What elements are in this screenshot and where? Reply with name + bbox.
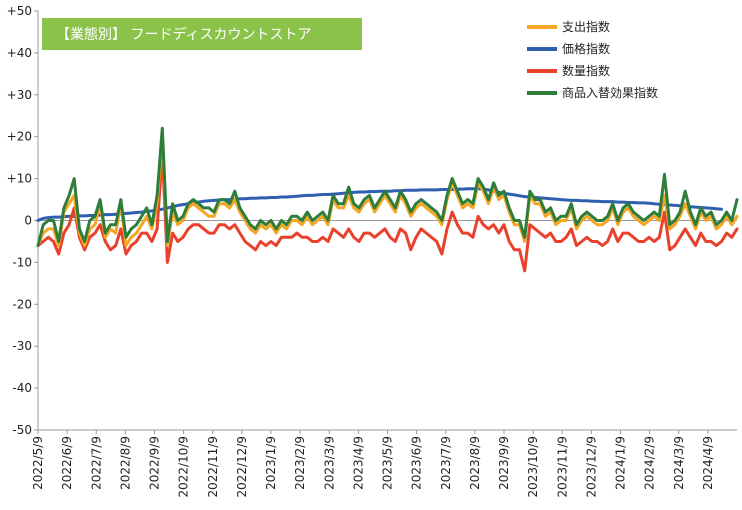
x-tick-label: 2023/11/9 xyxy=(555,436,569,498)
y-tick-label: +10 xyxy=(7,172,32,186)
y-tick-label: -50 xyxy=(12,423,32,437)
legend-label: 価格指数 xyxy=(562,41,610,56)
y-tick-label: -10 xyxy=(12,255,32,269)
x-tick-label: 2023/9/9 xyxy=(497,436,511,490)
chart-title-box: 【業態別】 フードディスカウントストア xyxy=(42,18,362,50)
x-tick-label: 2023/1/9 xyxy=(264,436,278,490)
y-tick-label: 0 xyxy=(24,214,32,228)
y-axis: +50 +40 +30 +20 +10 0 -10 -20 -30 -40 -50 xyxy=(7,4,38,437)
x-tick-label: 2022/5/9 xyxy=(31,436,45,490)
series-line-3 xyxy=(36,126,739,248)
x-tick-label: 2022/7/9 xyxy=(89,436,103,490)
x-axis: 2022/5/9 2022/6/9 2022/7/9 2022/8/9 2022/9/9… xyxy=(31,430,715,498)
series-lines xyxy=(36,126,739,273)
x-tick-label: 2023/10/9 xyxy=(526,436,540,498)
x-tick-label: 2022/12/9 xyxy=(235,436,249,498)
x-tick-label: 2023/4/9 xyxy=(351,436,365,490)
x-tick-label: 2022/11/9 xyxy=(206,436,220,498)
x-tick-label: 2022/9/9 xyxy=(148,436,162,490)
legend-label: 商品入替効果指数 xyxy=(562,85,658,100)
x-tick-label: 2023/3/9 xyxy=(322,436,336,490)
x-tick-label: 2023/8/9 xyxy=(468,436,482,490)
x-tick-label: 2023/5/9 xyxy=(381,436,395,490)
y-tick-label: -20 xyxy=(12,297,32,311)
y-tick-label: +50 xyxy=(7,4,32,18)
x-tick-label: 2022/6/9 xyxy=(60,436,74,490)
x-tick-label: 2024/2/9 xyxy=(643,436,657,490)
legend-label: 支出指数 xyxy=(562,19,610,34)
series-line-2 xyxy=(36,152,739,273)
x-tick-label: 2024/3/9 xyxy=(672,436,686,490)
y-tick-label: +20 xyxy=(7,130,32,144)
chart-title: 【業態別】 フードディスカウントストア xyxy=(56,26,311,43)
x-tick-label: 2023/6/9 xyxy=(410,436,424,490)
y-tick-label: -40 xyxy=(12,381,32,395)
x-tick-label: 2023/2/9 xyxy=(293,436,307,490)
series-line-1 xyxy=(36,187,723,222)
x-tick-label: 2024/4/9 xyxy=(701,436,715,490)
x-tick-label: 2024/1/9 xyxy=(614,436,628,490)
x-tick-label: 2023/12/9 xyxy=(584,436,598,498)
x-tick-label: 2022/8/9 xyxy=(118,436,132,490)
y-tick-label: -30 xyxy=(12,339,32,353)
y-tick-label: +30 xyxy=(7,88,32,102)
legend-label: 数量指数 xyxy=(562,63,610,78)
x-tick-label: 2022/10/9 xyxy=(177,436,191,498)
x-tick-label: 2023/7/9 xyxy=(439,436,453,490)
y-tick-label: +40 xyxy=(7,46,32,60)
